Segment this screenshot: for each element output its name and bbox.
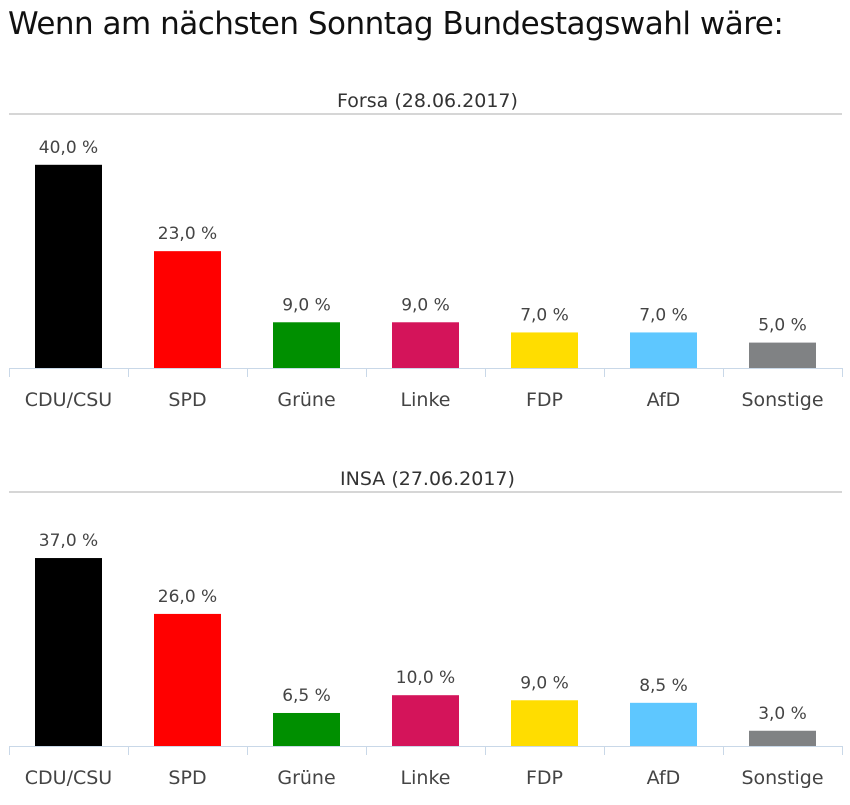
data-label: 5,0 %: [758, 316, 807, 336]
bar-linke: [392, 322, 459, 368]
bar-cdu-csu: [35, 558, 102, 746]
data-label: 23,0 %: [158, 224, 217, 244]
category-label: FDP: [526, 767, 563, 789]
data-label: 8,5 %: [639, 676, 688, 696]
bar-sonstige: [749, 730, 816, 746]
data-label: 9,0 %: [520, 673, 569, 693]
data-label: 9,0 %: [401, 295, 450, 315]
bar-fdp: [511, 332, 578, 368]
data-label: 7,0 %: [520, 305, 569, 325]
bar-cdu-csu: [35, 164, 102, 368]
insa-poll-chart: INSA (27.06.2017) 37,0 % CDU/CSU 26,0 % SPD 6…: [9, 468, 843, 789]
data-label: 6,5 %: [282, 686, 331, 706]
bar-spd: [154, 251, 221, 368]
data-label: 40,0 %: [39, 138, 98, 158]
category-label: Sonstige: [741, 767, 823, 789]
category-label: Grüne: [277, 767, 335, 789]
chart-title: Forsa (28.06.2017): [337, 90, 518, 112]
page-title: Wenn am nächsten Sonntag Bundestagswahl …: [8, 6, 784, 42]
category-label: Linke: [401, 767, 451, 789]
data-label: 37,0 %: [39, 531, 98, 551]
bar-linke: [392, 695, 459, 746]
category-label: FDP: [526, 389, 563, 411]
category-label: CDU/CSU: [25, 767, 112, 789]
category-label: Linke: [401, 389, 451, 411]
category-label: Grüne: [277, 389, 335, 411]
data-label: 10,0 %: [396, 668, 455, 688]
bar-afd: [630, 702, 697, 746]
category-label: SPD: [168, 767, 206, 789]
data-label: 7,0 %: [639, 305, 688, 325]
bar-fdp: [511, 700, 578, 746]
data-label: 26,0 %: [158, 587, 217, 607]
bar-afd: [630, 332, 697, 368]
bar-spd: [154, 613, 221, 746]
category-label: SPD: [168, 389, 206, 411]
bar-sonstige: [749, 342, 816, 368]
category-label: AfD: [647, 389, 681, 411]
category-label: Sonstige: [741, 389, 823, 411]
data-label: 3,0 %: [758, 704, 807, 724]
category-label: AfD: [647, 767, 681, 789]
chart-title: INSA (27.06.2017): [340, 468, 515, 490]
category-label: CDU/CSU: [25, 389, 112, 411]
data-label: 9,0 %: [282, 295, 331, 315]
bar-gr-ne: [273, 712, 340, 746]
forsa-poll-chart: Forsa (28.06.2017) 40,0 % CDU/CSU 23,0 % SPD…: [9, 90, 843, 411]
bar-gr-ne: [273, 322, 340, 368]
